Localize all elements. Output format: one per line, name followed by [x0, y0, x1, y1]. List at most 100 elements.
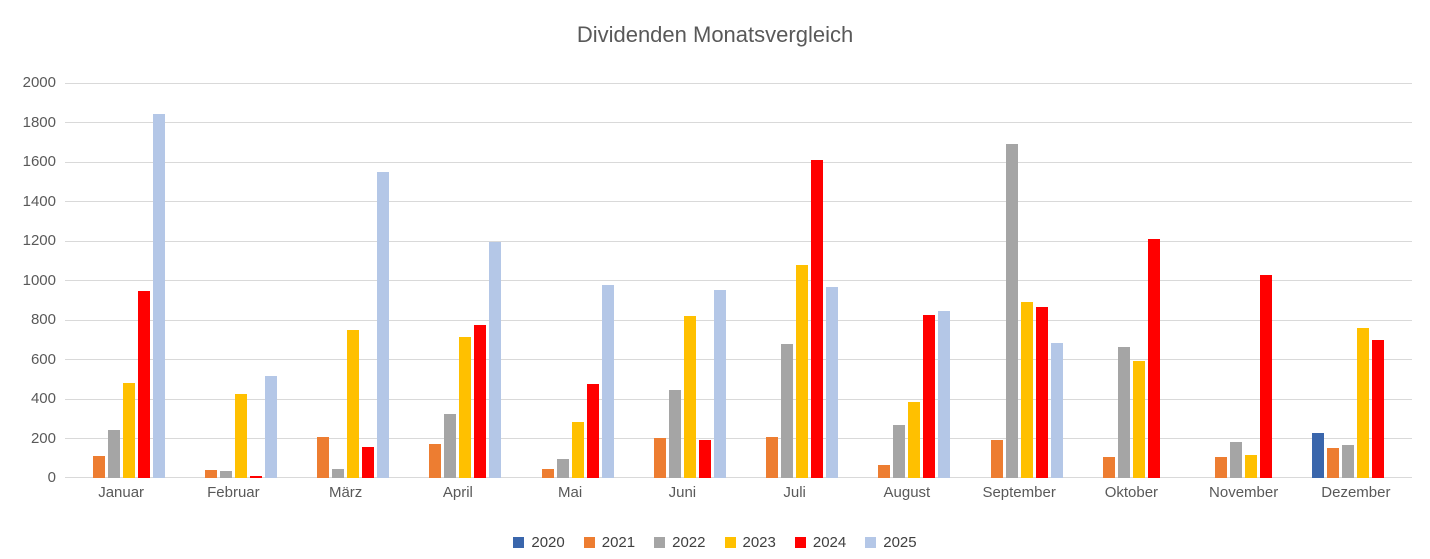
- x-tick-label-juni: Juni: [668, 484, 697, 501]
- bar-2023-märz[interactable]: [347, 329, 360, 478]
- bar-group-oktober: [1075, 83, 1187, 478]
- legend-swatch-2021: [583, 537, 595, 548]
- bar-2021-juli[interactable]: [766, 436, 779, 478]
- x-tick-label-juli: Juli: [783, 484, 806, 501]
- legend-label-2024: 2024: [812, 534, 847, 551]
- bar-2021-februar[interactable]: [204, 470, 217, 478]
- legend-item-2024[interactable]: 2024: [794, 534, 847, 551]
- bar-2022-juni[interactable]: [668, 390, 681, 478]
- x-tick-label-februar: Februar: [207, 484, 260, 501]
- x-tick-label-märz: März: [328, 484, 363, 501]
- bar-group-september: [963, 83, 1075, 478]
- bar-2023-mai[interactable]: [571, 421, 584, 478]
- gridline-1400: [65, 201, 1412, 202]
- bar-2025-märz[interactable]: [377, 171, 390, 478]
- legend-swatch-2024: [794, 537, 806, 548]
- y-tick-label-1800: 1800: [22, 113, 56, 131]
- bar-2022-august[interactable]: [893, 424, 906, 478]
- y-tick-label-800: 800: [30, 311, 56, 328]
- y-tick-label-1200: 1200: [22, 232, 56, 249]
- gridline-1200: [65, 240, 1412, 242]
- legend-item-2022[interactable]: 2022: [654, 534, 706, 551]
- bar-2022-mai[interactable]: [556, 459, 569, 478]
- bar-2025-februar[interactable]: [264, 376, 277, 478]
- bar-2025-mai[interactable]: [601, 285, 614, 478]
- bar-2023-februar[interactable]: [234, 394, 247, 478]
- legend-item-2021[interactable]: 2021: [583, 534, 636, 551]
- bar-2024-september[interactable]: [1035, 307, 1048, 478]
- bar-group-juni: [626, 83, 738, 478]
- bar-2021-januar[interactable]: [92, 456, 105, 478]
- bar-2023-november[interactable]: [1245, 455, 1258, 478]
- gridline-400: [65, 398, 1412, 400]
- y-tick-label-1000: 1000: [22, 271, 56, 289]
- x-tick-label-april: April: [442, 484, 473, 501]
- bar-2020-dezember[interactable]: [1312, 432, 1325, 478]
- legend-item-2025[interactable]: 2025: [865, 534, 917, 551]
- bar-group-februar: [177, 83, 289, 478]
- bar-2022-juli[interactable]: [781, 343, 794, 478]
- bar-2022-märz[interactable]: [332, 469, 345, 478]
- bar-2024-märz[interactable]: [362, 447, 375, 478]
- bar-2024-april[interactable]: [474, 324, 487, 478]
- legend-swatch-2022: [654, 537, 666, 548]
- bar-2025-juni[interactable]: [713, 290, 726, 478]
- bar-2025-april[interactable]: [489, 242, 502, 478]
- legend-label-2025: 2025: [883, 534, 917, 551]
- bar-2024-juni[interactable]: [698, 439, 711, 478]
- legend-label-2021: 2021: [601, 534, 636, 551]
- x-tick-label-september: September: [982, 484, 1056, 501]
- bar-2024-august[interactable]: [923, 315, 936, 478]
- bar-2021-dezember[interactable]: [1327, 448, 1340, 478]
- bar-group-april: [402, 83, 514, 478]
- bar-2021-november[interactable]: [1215, 457, 1228, 478]
- gridline-1800: [65, 122, 1412, 123]
- bar-2021-september[interactable]: [990, 439, 1003, 478]
- bar-2021-mai[interactable]: [541, 469, 554, 478]
- bar-2022-april[interactable]: [444, 413, 457, 478]
- bar-group-dezember: [1300, 83, 1412, 478]
- x-tick-label-dezember: Dezember: [1321, 484, 1391, 501]
- legend-item-2023[interactable]: 2023: [724, 534, 776, 551]
- bar-2021-märz[interactable]: [317, 436, 330, 478]
- bar-2023-september[interactable]: [1020, 302, 1033, 478]
- y-tick-label-400: 400: [30, 390, 56, 407]
- bar-2022-januar[interactable]: [107, 429, 120, 478]
- bar-2024-januar[interactable]: [137, 291, 150, 478]
- bar-group-mai: [514, 83, 626, 478]
- bar-2022-november[interactable]: [1230, 442, 1243, 478]
- legend: 2020 2021 2022 2023 2024 2025: [0, 534, 1430, 551]
- bar-2024-mai[interactable]: [586, 384, 599, 478]
- bar-2025-august[interactable]: [938, 311, 951, 478]
- bar-2021-oktober[interactable]: [1102, 457, 1115, 478]
- x-tick-label-januar: Januar: [98, 484, 145, 501]
- bar-2021-juni[interactable]: [653, 437, 666, 478]
- bar-2021-august[interactable]: [878, 465, 891, 478]
- y-tick-label-200: 200: [30, 429, 56, 447]
- bar-2024-oktober[interactable]: [1147, 239, 1160, 478]
- bar-2023-august[interactable]: [908, 401, 921, 478]
- gridline-200: [65, 438, 1412, 439]
- bar-2023-april[interactable]: [459, 336, 472, 478]
- bar-2025-januar[interactable]: [152, 113, 165, 478]
- bar-2022-februar[interactable]: [219, 471, 232, 478]
- bar-2022-september[interactable]: [1005, 144, 1018, 478]
- bar-2024-november[interactable]: [1260, 274, 1273, 478]
- bar-2025-juli[interactable]: [826, 287, 839, 478]
- x-tick-label-mai: Mai: [558, 484, 583, 501]
- bar-2022-dezember[interactable]: [1342, 445, 1355, 478]
- bar-2024-juli[interactable]: [811, 160, 824, 478]
- gridline-1000: [65, 280, 1412, 281]
- bar-2023-oktober[interactable]: [1132, 361, 1145, 478]
- bar-2023-juni[interactable]: [683, 316, 696, 478]
- bar-2024-dezember[interactable]: [1372, 339, 1385, 478]
- bar-2024-februar[interactable]: [249, 476, 262, 478]
- bar-2025-september[interactable]: [1050, 342, 1063, 478]
- bar-2022-oktober[interactable]: [1117, 346, 1130, 478]
- bar-2021-april[interactable]: [429, 444, 442, 478]
- bar-2023-juli[interactable]: [796, 264, 809, 478]
- bar-2023-dezember[interactable]: [1357, 327, 1370, 478]
- bar-2023-januar[interactable]: [122, 383, 135, 478]
- legend-item-2020[interactable]: 2020: [513, 534, 565, 551]
- bar-group-august: [851, 83, 963, 478]
